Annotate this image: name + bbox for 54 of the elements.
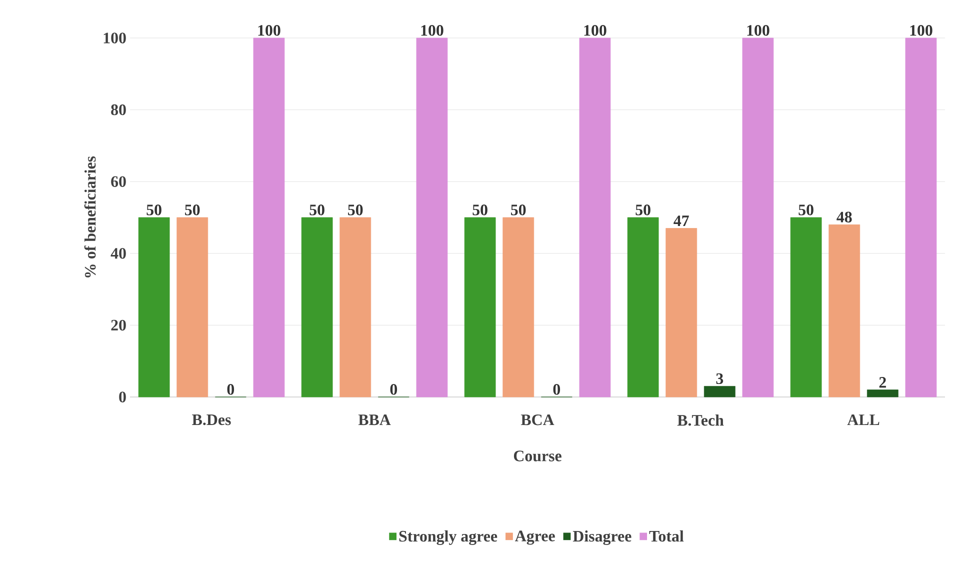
bar bbox=[138, 217, 170, 398]
data-label: 100 bbox=[421, 25, 444, 36]
bar bbox=[416, 38, 448, 398]
y-tick-label: 100 bbox=[104, 32, 126, 44]
bar bbox=[905, 38, 937, 398]
data-label: 50 bbox=[511, 204, 526, 216]
data-label: 50 bbox=[185, 204, 200, 216]
bar bbox=[866, 390, 898, 398]
data-label: 50 bbox=[798, 204, 814, 216]
data-label: 50 bbox=[348, 204, 363, 216]
x-tick-label: B.Tech bbox=[677, 414, 724, 426]
bar bbox=[340, 217, 372, 398]
data-label: 100 bbox=[910, 25, 932, 36]
bar bbox=[666, 228, 698, 398]
data-label: 48 bbox=[836, 212, 852, 222]
x-axis-title: Course bbox=[514, 450, 562, 462]
data-label: 47 bbox=[674, 216, 689, 226]
bar bbox=[742, 38, 774, 398]
data-label: 50 bbox=[310, 204, 324, 216]
legend-label: Agree bbox=[515, 530, 555, 545]
data-label: 3 bbox=[716, 373, 724, 384]
x-tick-label: B.Des bbox=[192, 414, 231, 426]
bar bbox=[176, 217, 208, 398]
data-label: 50 bbox=[146, 204, 162, 216]
data-label: 100 bbox=[747, 25, 770, 36]
bar bbox=[828, 224, 860, 398]
y-tick-label: 20 bbox=[111, 320, 126, 331]
bar bbox=[464, 217, 496, 398]
y-tick-label: 80 bbox=[111, 104, 126, 116]
y-tick-label: 60 bbox=[111, 176, 126, 187]
bar bbox=[502, 217, 534, 398]
data-label: 0 bbox=[390, 384, 398, 395]
x-tick-label: ALL bbox=[847, 414, 880, 426]
bar bbox=[579, 38, 611, 398]
bar bbox=[790, 217, 822, 398]
x-tick-label: BBA bbox=[358, 414, 391, 426]
bar bbox=[253, 38, 285, 398]
data-label: 100 bbox=[258, 25, 280, 36]
bar bbox=[627, 217, 659, 398]
y-tick-label: 40 bbox=[110, 248, 126, 259]
x-tick-label: BCA bbox=[520, 414, 554, 426]
data-label: 50 bbox=[636, 204, 650, 216]
data-label: 2 bbox=[879, 377, 886, 388]
data-label: 0 bbox=[553, 384, 560, 395]
legend-label: Total bbox=[649, 530, 684, 542]
y-axis-title: % of beneficiaries bbox=[84, 156, 96, 278]
bar bbox=[704, 386, 736, 398]
legend-label: Disagree bbox=[572, 530, 632, 545]
legend-label: Strongly agree bbox=[399, 530, 498, 545]
data-label: 50 bbox=[472, 204, 488, 216]
data-label: 0 bbox=[227, 384, 234, 395]
bar bbox=[301, 217, 333, 398]
data-label: 100 bbox=[584, 25, 606, 36]
y-tick-label: 0 bbox=[119, 392, 126, 402]
